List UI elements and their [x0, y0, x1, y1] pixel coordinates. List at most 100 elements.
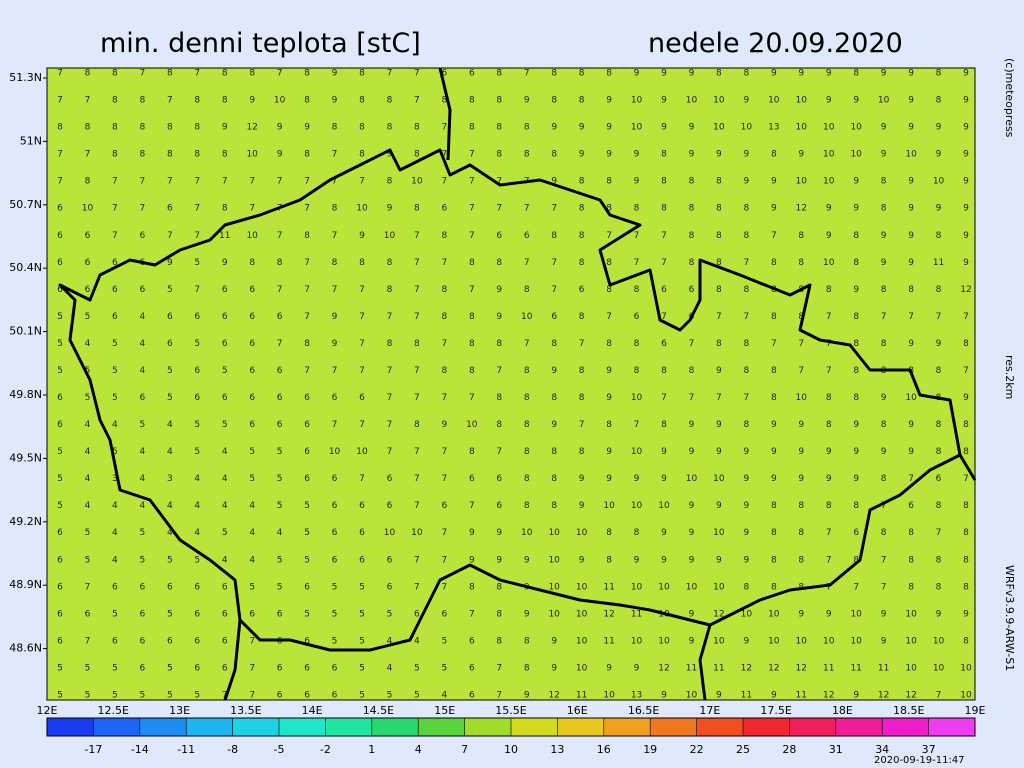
longitude-label: 19E	[965, 704, 986, 717]
grid-value: 6	[332, 393, 338, 403]
grid-value: 8	[579, 312, 585, 322]
grid-value: 8	[689, 204, 695, 214]
grid-value: 5	[222, 528, 228, 538]
latitude-label: 49.5N	[9, 451, 42, 464]
grid-value: 7	[304, 366, 310, 376]
grid-value: 9	[332, 339, 338, 349]
grid-value: 7	[469, 393, 475, 403]
grid-value: 8	[936, 582, 942, 592]
grid-value: 9	[222, 123, 228, 133]
grid-value: 7	[85, 636, 91, 646]
grid-value: 7	[496, 177, 502, 187]
grid-value: 7	[222, 691, 228, 701]
grid-value: 11	[686, 663, 697, 673]
grid-value: 7	[414, 447, 420, 457]
grid-value: 5	[85, 663, 91, 673]
grid-value: 5	[167, 366, 173, 376]
grid-value: 6	[387, 582, 393, 592]
grid-value: 7	[277, 177, 283, 187]
grid-value: 9	[689, 501, 695, 511]
grid-value: 8	[826, 393, 832, 403]
grid-value: 8	[826, 501, 832, 511]
grid-value: 7	[277, 69, 283, 79]
grid-value: 7	[139, 69, 145, 79]
grid-value: 9	[881, 636, 887, 646]
grid-value: 7	[524, 204, 530, 214]
grid-value: 12	[603, 609, 614, 619]
grid-value: 10	[713, 96, 725, 106]
grid-value: 9	[689, 420, 695, 430]
colorbar-label: 7	[461, 743, 468, 756]
grid-value: 8	[551, 447, 557, 457]
grid-value: 9	[881, 609, 887, 619]
grid-value: 8	[606, 177, 612, 187]
grid-value: 7	[332, 177, 338, 187]
grid-value: 8	[716, 204, 722, 214]
grid-value: 8	[936, 231, 942, 241]
grid-value: 6	[167, 312, 173, 322]
grid-value: 7	[524, 258, 530, 268]
grid-value: 4	[139, 501, 145, 511]
grid-value: 6	[359, 528, 365, 538]
grid-value: 9	[579, 555, 585, 565]
grid-value: 7	[167, 231, 173, 241]
grid-value: 8	[222, 96, 228, 106]
grid-value: 8	[524, 636, 530, 646]
grid-value: 8	[332, 258, 338, 268]
grid-value: 6	[689, 285, 695, 295]
colorbar-segment	[93, 718, 141, 736]
grid-value: 10	[686, 691, 698, 701]
longitude-labels: 12E 12.5E 13E 13.5E 14E 14.5E 15E 15.5E 16E 16.5E…	[37, 704, 986, 717]
grid-value: 4	[222, 555, 228, 565]
grid-value: 5	[85, 312, 91, 322]
grid-value: 8	[963, 582, 969, 592]
grid-value: 8	[249, 258, 255, 268]
grid-value: 8	[469, 312, 475, 322]
grid-value: 5	[249, 474, 255, 484]
grid-value: 8	[716, 285, 722, 295]
colorbar-label: 22	[690, 743, 704, 756]
grid-value: 8	[496, 609, 502, 619]
grid-value: 8	[441, 285, 447, 295]
grid-value: 9	[771, 420, 777, 430]
grid-value: 7	[194, 285, 200, 295]
grid-value: 7	[853, 582, 859, 592]
grid-value: 9	[743, 528, 749, 538]
grid-value: 8	[551, 69, 557, 79]
grid-value: 9	[826, 231, 832, 241]
grid-value: 9	[908, 177, 914, 187]
grid-value: 4	[222, 447, 228, 457]
grid-value: 8	[496, 123, 502, 133]
grid-value: 8	[771, 555, 777, 565]
grid-value: 6	[524, 231, 530, 241]
grid-value: 8	[496, 150, 502, 160]
grid-value: 8	[85, 123, 91, 133]
grid-value: 8	[414, 420, 420, 430]
colorbar-segment	[603, 718, 651, 736]
grid-value: 10	[329, 447, 341, 457]
grid-value: 6	[441, 69, 447, 79]
grid-value: 6	[441, 501, 447, 511]
grid-value: 8	[359, 96, 365, 106]
grid-value: 8	[881, 339, 887, 349]
grid-value: 6	[332, 528, 338, 538]
grid-value: 9	[661, 528, 667, 538]
grid-value: 8	[606, 528, 612, 538]
grid-value: 9	[771, 474, 777, 484]
grid-value: 8	[524, 123, 530, 133]
grid-value: 7	[57, 150, 63, 160]
grid-value: 10	[521, 312, 533, 322]
grid-value: 8	[579, 231, 585, 241]
grid-value: 5	[414, 663, 420, 673]
country-border	[58, 148, 962, 652]
grid-value: 9	[963, 69, 969, 79]
grid-value: 7	[387, 393, 393, 403]
grid-value: 5	[277, 474, 283, 484]
grid-value: 10	[823, 258, 835, 268]
grid-value: 7	[112, 204, 118, 214]
grid-value: 7	[359, 474, 365, 484]
longitude-label: 15.5E	[495, 704, 526, 717]
grid-value: 6	[194, 312, 200, 322]
grid-value: 9	[743, 501, 749, 511]
